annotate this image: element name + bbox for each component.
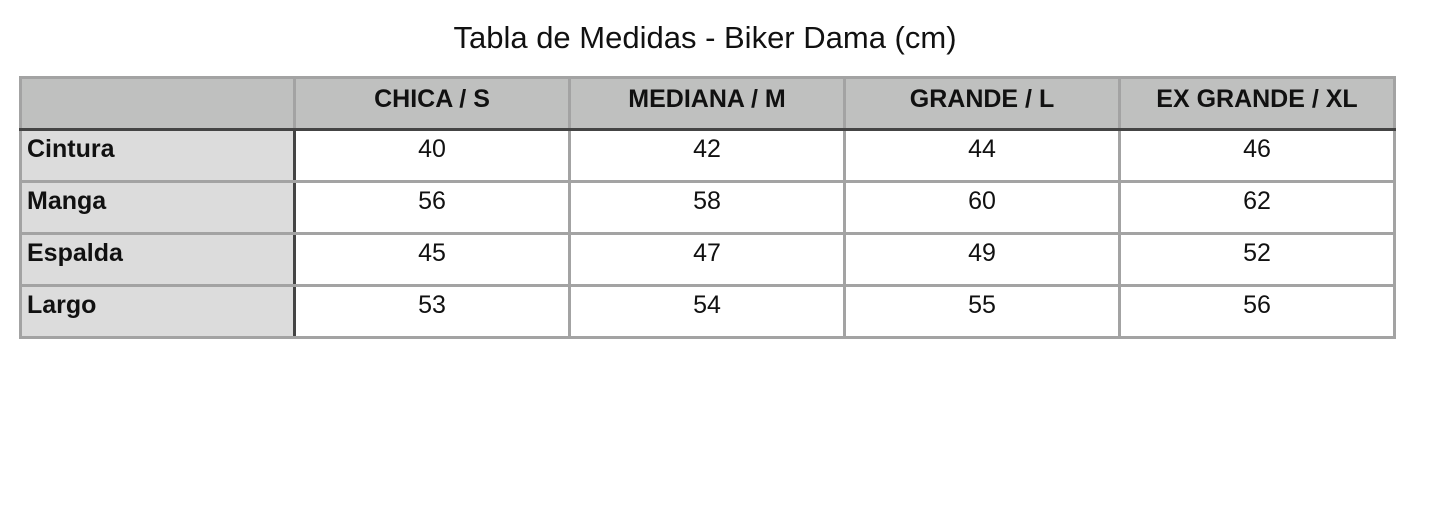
col-header-m: MEDIANA / M	[568, 76, 846, 131]
page-title: Tabla de Medidas - Biker Dama (cm)	[453, 20, 957, 55]
table-row: Espalda 45 47 49 52	[19, 232, 1396, 287]
row-header: Espalda	[19, 232, 296, 287]
col-header-l: GRANDE / L	[843, 76, 1121, 131]
table-cell: 56	[1118, 284, 1396, 339]
table-row: Manga 56 58 60 62	[19, 180, 1396, 235]
size-table: CHICA / S MEDIANA / M GRANDE / L EX GRAN…	[19, 76, 1396, 339]
table-row: Largo 53 54 55 56	[19, 284, 1396, 339]
row-header: Manga	[19, 180, 296, 235]
col-header-s: CHICA / S	[293, 76, 571, 131]
table-cell: 62	[1118, 180, 1396, 235]
table-row: Cintura 40 42 44 46	[19, 128, 1396, 183]
table-cell: 54	[568, 284, 846, 339]
header-row: CHICA / S MEDIANA / M GRANDE / L EX GRAN…	[19, 76, 1396, 131]
table-cell: 42	[568, 128, 846, 183]
table-cell: 53	[293, 284, 571, 339]
table-cell: 52	[1118, 232, 1396, 287]
table-cell: 47	[568, 232, 846, 287]
table-cell: 45	[293, 232, 571, 287]
table-cell: 55	[843, 284, 1121, 339]
table-cell: 56	[293, 180, 571, 235]
row-header: Largo	[19, 284, 296, 339]
table-cell: 40	[293, 128, 571, 183]
corner-cell	[19, 76, 296, 131]
table-cell: 58	[568, 180, 846, 235]
table-cell: 60	[843, 180, 1121, 235]
col-header-xl: EX GRANDE / XL	[1118, 76, 1396, 131]
table-cell: 49	[843, 232, 1121, 287]
table-cell: 44	[843, 128, 1121, 183]
row-header: Cintura	[19, 128, 296, 183]
table-cell: 46	[1118, 128, 1396, 183]
